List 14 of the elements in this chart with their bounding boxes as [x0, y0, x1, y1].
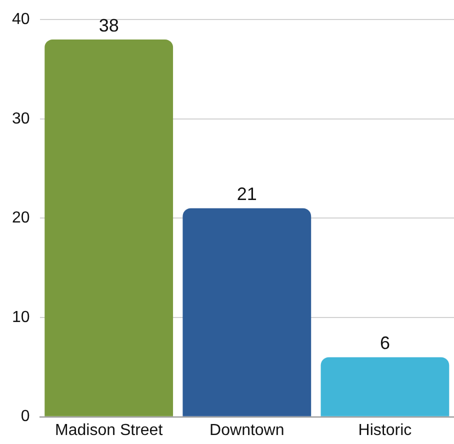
y-tick-label: 20 — [12, 210, 30, 227]
x-tick-label: Downtown — [210, 422, 284, 439]
y-tick-label: 30 — [12, 110, 30, 128]
data-label: 6 — [380, 333, 390, 354]
y-tick-label: 40 — [12, 11, 30, 28]
x-tick-label: Madison Street — [55, 422, 164, 439]
x-tick-label: Historic — [358, 422, 412, 439]
y-tick-label: 0 — [20, 408, 30, 426]
bar — [182, 208, 312, 416]
bar — [320, 357, 450, 416]
data-label: 21 — [236, 184, 257, 204]
bar — [44, 39, 174, 416]
y-tick-label: 10 — [12, 308, 30, 326]
data-label: 38 — [98, 15, 119, 36]
